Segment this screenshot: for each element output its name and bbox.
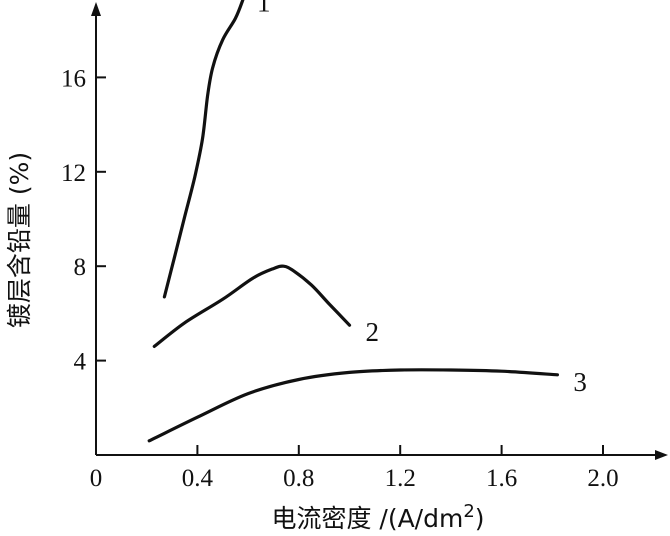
x-axis-title: 电流密度 /(A/dm2) (271, 501, 484, 533)
y-ticks: 4 8 12 16 (61, 65, 106, 376)
series-label-1: 1 (257, 0, 271, 18)
x-ticks: 0 0.4 0.8 1.2 1.6 2.0 (90, 445, 619, 492)
y-axis-title: 镀层含铅量 (%) (5, 152, 34, 328)
y-tick-label: 4 (74, 349, 87, 376)
series-line-3 (147, 368, 559, 443)
x-tick-label: 0.8 (283, 465, 314, 492)
x-axis-title-tail: ) (475, 504, 485, 533)
axes (91, 2, 668, 460)
series-labels: 1 2 3 (257, 0, 587, 397)
y-tick-label: 12 (61, 160, 86, 187)
series-line-1 (162, 0, 245, 299)
x-tick-label: 0.4 (182, 465, 214, 492)
x-axis-title-superscript: 2 (463, 501, 474, 522)
y-tick-label: 16 (61, 65, 86, 92)
x-tick-label: 2.0 (587, 465, 618, 492)
x-axis-arrow (655, 450, 668, 460)
series-label-2: 2 (366, 317, 380, 347)
series-curves (147, 0, 559, 443)
series-label-3: 3 (573, 367, 587, 397)
y-axis-arrow (91, 2, 101, 16)
series-line-2 (152, 264, 352, 348)
y-tick-label: 8 (74, 254, 87, 281)
x-tick-label: 0 (90, 465, 103, 492)
x-tick-label: 1.2 (385, 465, 416, 492)
x-tick-label: 1.6 (486, 465, 517, 492)
